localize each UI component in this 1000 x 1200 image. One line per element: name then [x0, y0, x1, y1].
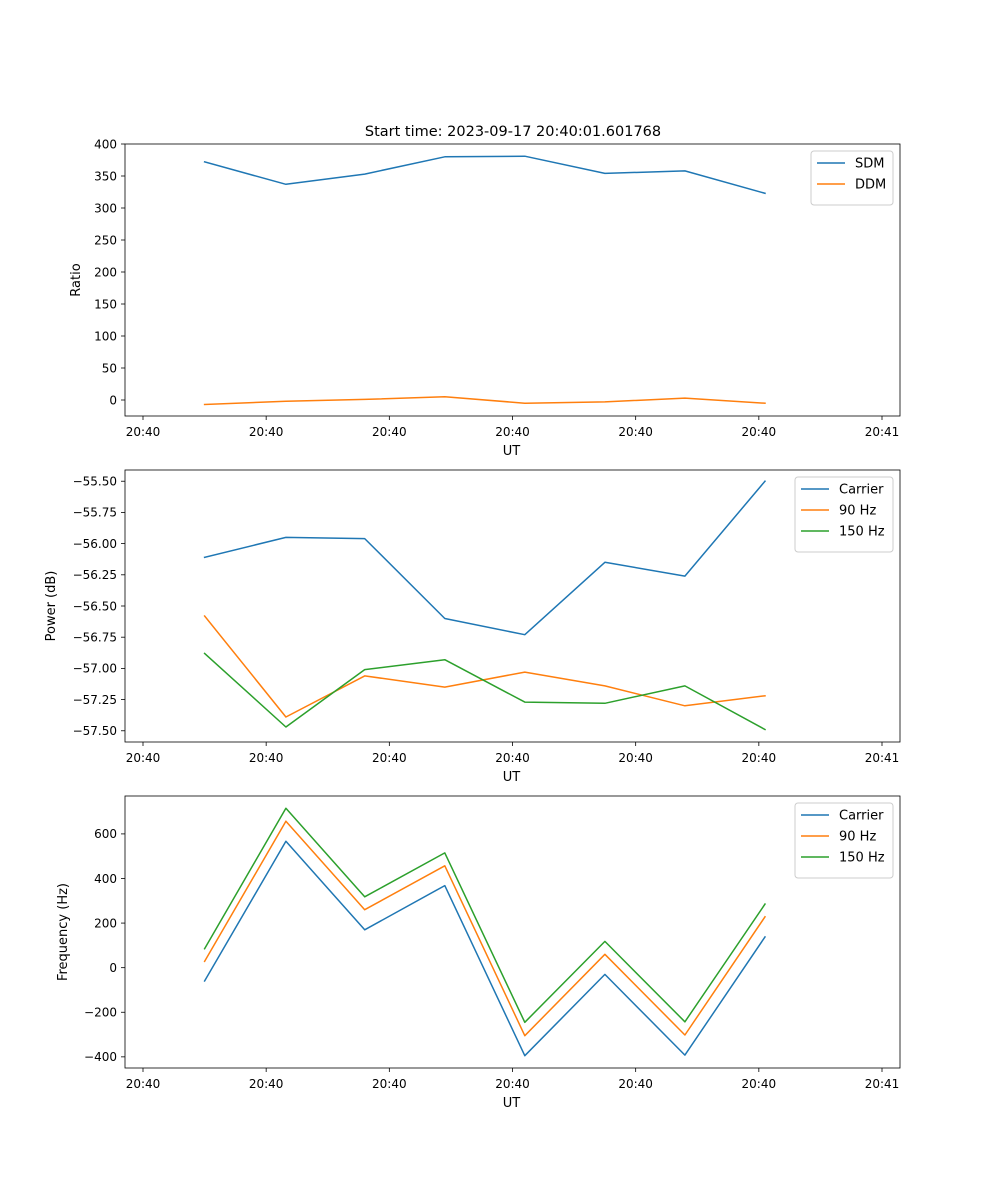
x-tick-label: 20:40: [495, 425, 530, 439]
y-tick-label: 0: [109, 961, 117, 975]
x-tick-label: 20:40: [618, 425, 653, 439]
y-tick-label: 50: [102, 361, 117, 375]
x-axis-label: UT: [503, 770, 521, 785]
y-tick-label: 600: [94, 827, 117, 841]
y-axis-label: Power (dB): [44, 571, 59, 642]
series-line-sdm: [203, 155, 766, 195]
legend-label: SDM: [855, 157, 884, 172]
y-axis-label: Frequency (Hz): [56, 883, 71, 981]
series-line-90-hz: [203, 614, 766, 718]
figure-title: Start time: 2023-09-17 20:40:01.601768: [365, 124, 661, 140]
series-line-carrier: [203, 840, 767, 1057]
legend-box: [794, 476, 894, 553]
y-tick-label: 400: [94, 137, 117, 151]
x-tick-label: 20:40: [372, 751, 407, 765]
x-tick-label: 20:40: [126, 1077, 161, 1091]
x-tick-label: 20:40: [618, 751, 653, 765]
y-tick-label: 350: [94, 169, 117, 183]
y-tick-label: 200: [94, 265, 117, 279]
y-tick-label: −200: [84, 1006, 117, 1020]
axes-frame: [124, 469, 901, 743]
y-tick-label: −56.00: [73, 537, 117, 551]
y-tick-label: −55.75: [73, 506, 117, 520]
y-tick-label: 200: [94, 916, 117, 930]
x-tick-label: 20:40: [742, 751, 777, 765]
legend-label: Carrier: [839, 809, 884, 824]
y-tick-label: −400: [84, 1050, 117, 1064]
x-tick-label: 20:40: [495, 751, 530, 765]
x-tick-label: 20:40: [249, 751, 284, 765]
y-axis-label: Ratio: [69, 263, 84, 296]
y-tick-label: −57.00: [73, 662, 117, 676]
legend-box: [794, 802, 894, 879]
x-tick-label: 20:40: [126, 751, 161, 765]
series-line-ddm: [203, 396, 766, 406]
y-tick-label: −57.25: [73, 693, 117, 707]
x-tick-label: 20:40: [742, 1077, 777, 1091]
legend-label: 150 Hz: [839, 525, 885, 540]
x-tick-label: 20:40: [249, 1077, 284, 1091]
y-tick-label: −56.50: [73, 599, 117, 613]
x-tick-label: 20:40: [372, 425, 407, 439]
y-tick-label: 250: [94, 233, 117, 247]
legend-label: 90 Hz: [839, 504, 876, 519]
x-axis-label: UT: [503, 444, 521, 459]
legend-label: 150 Hz: [839, 851, 885, 866]
power-panel: 20:40 20:40 20:40 20:40 20:40 20:40 20:41 −57.5…: [44, 469, 901, 785]
y-tick-label: 400: [94, 872, 117, 886]
ratio-panel: 20:40 20:40 20:40 20:40 20:40 20:40 20:41 0 50 10…: [69, 137, 901, 459]
series-line-carrier: [203, 480, 767, 636]
y-tick-label: −56.75: [73, 630, 117, 644]
frequency-panel: 20:40 20:40 20:40 20:40 20:40 20:40 20:41 −400 −…: [56, 795, 901, 1111]
series-line-90-hz: [203, 820, 767, 1037]
x-tick-label: 20:40: [618, 1077, 653, 1091]
x-tick-label: 20:40: [742, 425, 777, 439]
y-tick-label: −55.50: [73, 475, 117, 489]
legend-label: Carrier: [839, 483, 884, 498]
y-tick-label: 150: [94, 297, 117, 311]
y-tick-label: 300: [94, 201, 117, 215]
y-tick-label: −56.25: [73, 568, 117, 582]
series-line-150-hz: [203, 652, 767, 731]
x-tick-label: 20:41: [865, 751, 900, 765]
x-tick-label: 20:41: [865, 1077, 900, 1091]
x-axis-label: UT: [503, 1096, 521, 1111]
x-tick-label: 20:40: [126, 425, 161, 439]
y-tick-label: 0: [109, 393, 117, 407]
y-tick-label: −57.50: [73, 724, 117, 738]
x-tick-label: 20:40: [495, 1077, 530, 1091]
x-tick-label: 20:40: [249, 425, 284, 439]
axes-frame: [124, 795, 901, 1069]
legend-label: 90 Hz: [839, 830, 876, 845]
x-tick-label: 20:41: [865, 425, 900, 439]
series-line-150-hz: [203, 807, 767, 1024]
legend-label: DDM: [855, 178, 886, 193]
x-tick-label: 20:40: [372, 1077, 407, 1091]
legend-box: [810, 150, 894, 206]
y-tick-label: 100: [94, 329, 117, 343]
axes-frame: [124, 143, 901, 417]
